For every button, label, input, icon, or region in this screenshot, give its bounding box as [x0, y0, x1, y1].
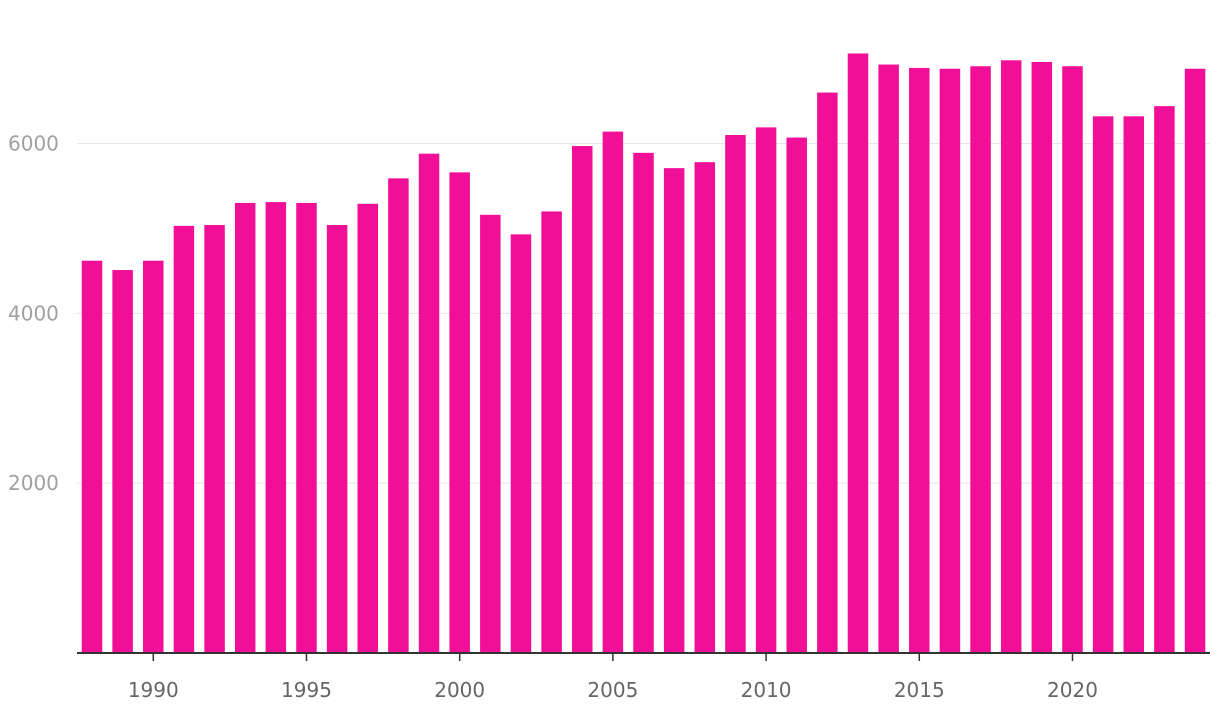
y-tick-label-4000: 4000	[8, 301, 59, 325]
bar-1989	[112, 270, 133, 653]
y-tick-label-6000: 6000	[8, 132, 59, 156]
bar-2020	[1062, 66, 1083, 654]
bar-1994	[265, 202, 287, 653]
x-axis-ticks: 1990 1995 2000 2005 2010 2015 2020	[128, 653, 1098, 702]
bar-2014	[878, 64, 899, 653]
bar-2018	[1000, 60, 1022, 653]
y-tick-label-2000: 2000	[8, 471, 59, 495]
bar-2000	[449, 172, 470, 653]
bar-1993	[234, 202, 256, 653]
bars	[81, 53, 1206, 654]
x-tick-label-2000: 2000	[434, 678, 485, 702]
bar-2021	[1092, 116, 1114, 653]
bar-1991	[173, 225, 195, 653]
bar-2013	[847, 53, 869, 654]
bar-1997	[357, 203, 379, 654]
x-tick-label-1995: 1995	[281, 678, 332, 702]
bar-2012	[817, 92, 838, 654]
bar-1996	[326, 225, 348, 653]
y-axis-labels: 2000 4000 6000	[8, 132, 59, 496]
bar-2015	[909, 67, 930, 654]
bar-2022	[1123, 116, 1145, 653]
bar-2019	[1031, 61, 1053, 654]
bar-2007	[663, 168, 685, 653]
bar-2024	[1184, 68, 1206, 653]
bar-2011	[786, 137, 807, 653]
x-tick-label-2015: 2015	[894, 678, 945, 702]
bar-1992	[204, 225, 225, 653]
bar-1999	[418, 153, 440, 653]
bar-2006	[633, 152, 654, 653]
bar-2016	[939, 68, 961, 653]
bar-2003	[541, 211, 562, 653]
bar-1995	[296, 202, 317, 653]
bar-2002	[510, 234, 532, 654]
x-tick-label-1990: 1990	[128, 678, 179, 702]
x-tick-label-2005: 2005	[587, 678, 638, 702]
bar-2008	[694, 162, 716, 653]
bar-2004	[571, 146, 593, 654]
bar-1990	[143, 260, 164, 653]
x-tick-label-2010: 2010	[741, 678, 792, 702]
bar-1998	[388, 178, 409, 653]
bar-1988	[81, 260, 103, 653]
bar-2001	[480, 214, 501, 653]
bar-2010	[755, 127, 777, 654]
x-tick-label-2020: 2020	[1047, 678, 1098, 702]
bar-2017	[970, 66, 991, 654]
bar-2023	[1154, 106, 1175, 653]
bar-2005	[602, 131, 624, 654]
bar-2009	[725, 135, 746, 653]
